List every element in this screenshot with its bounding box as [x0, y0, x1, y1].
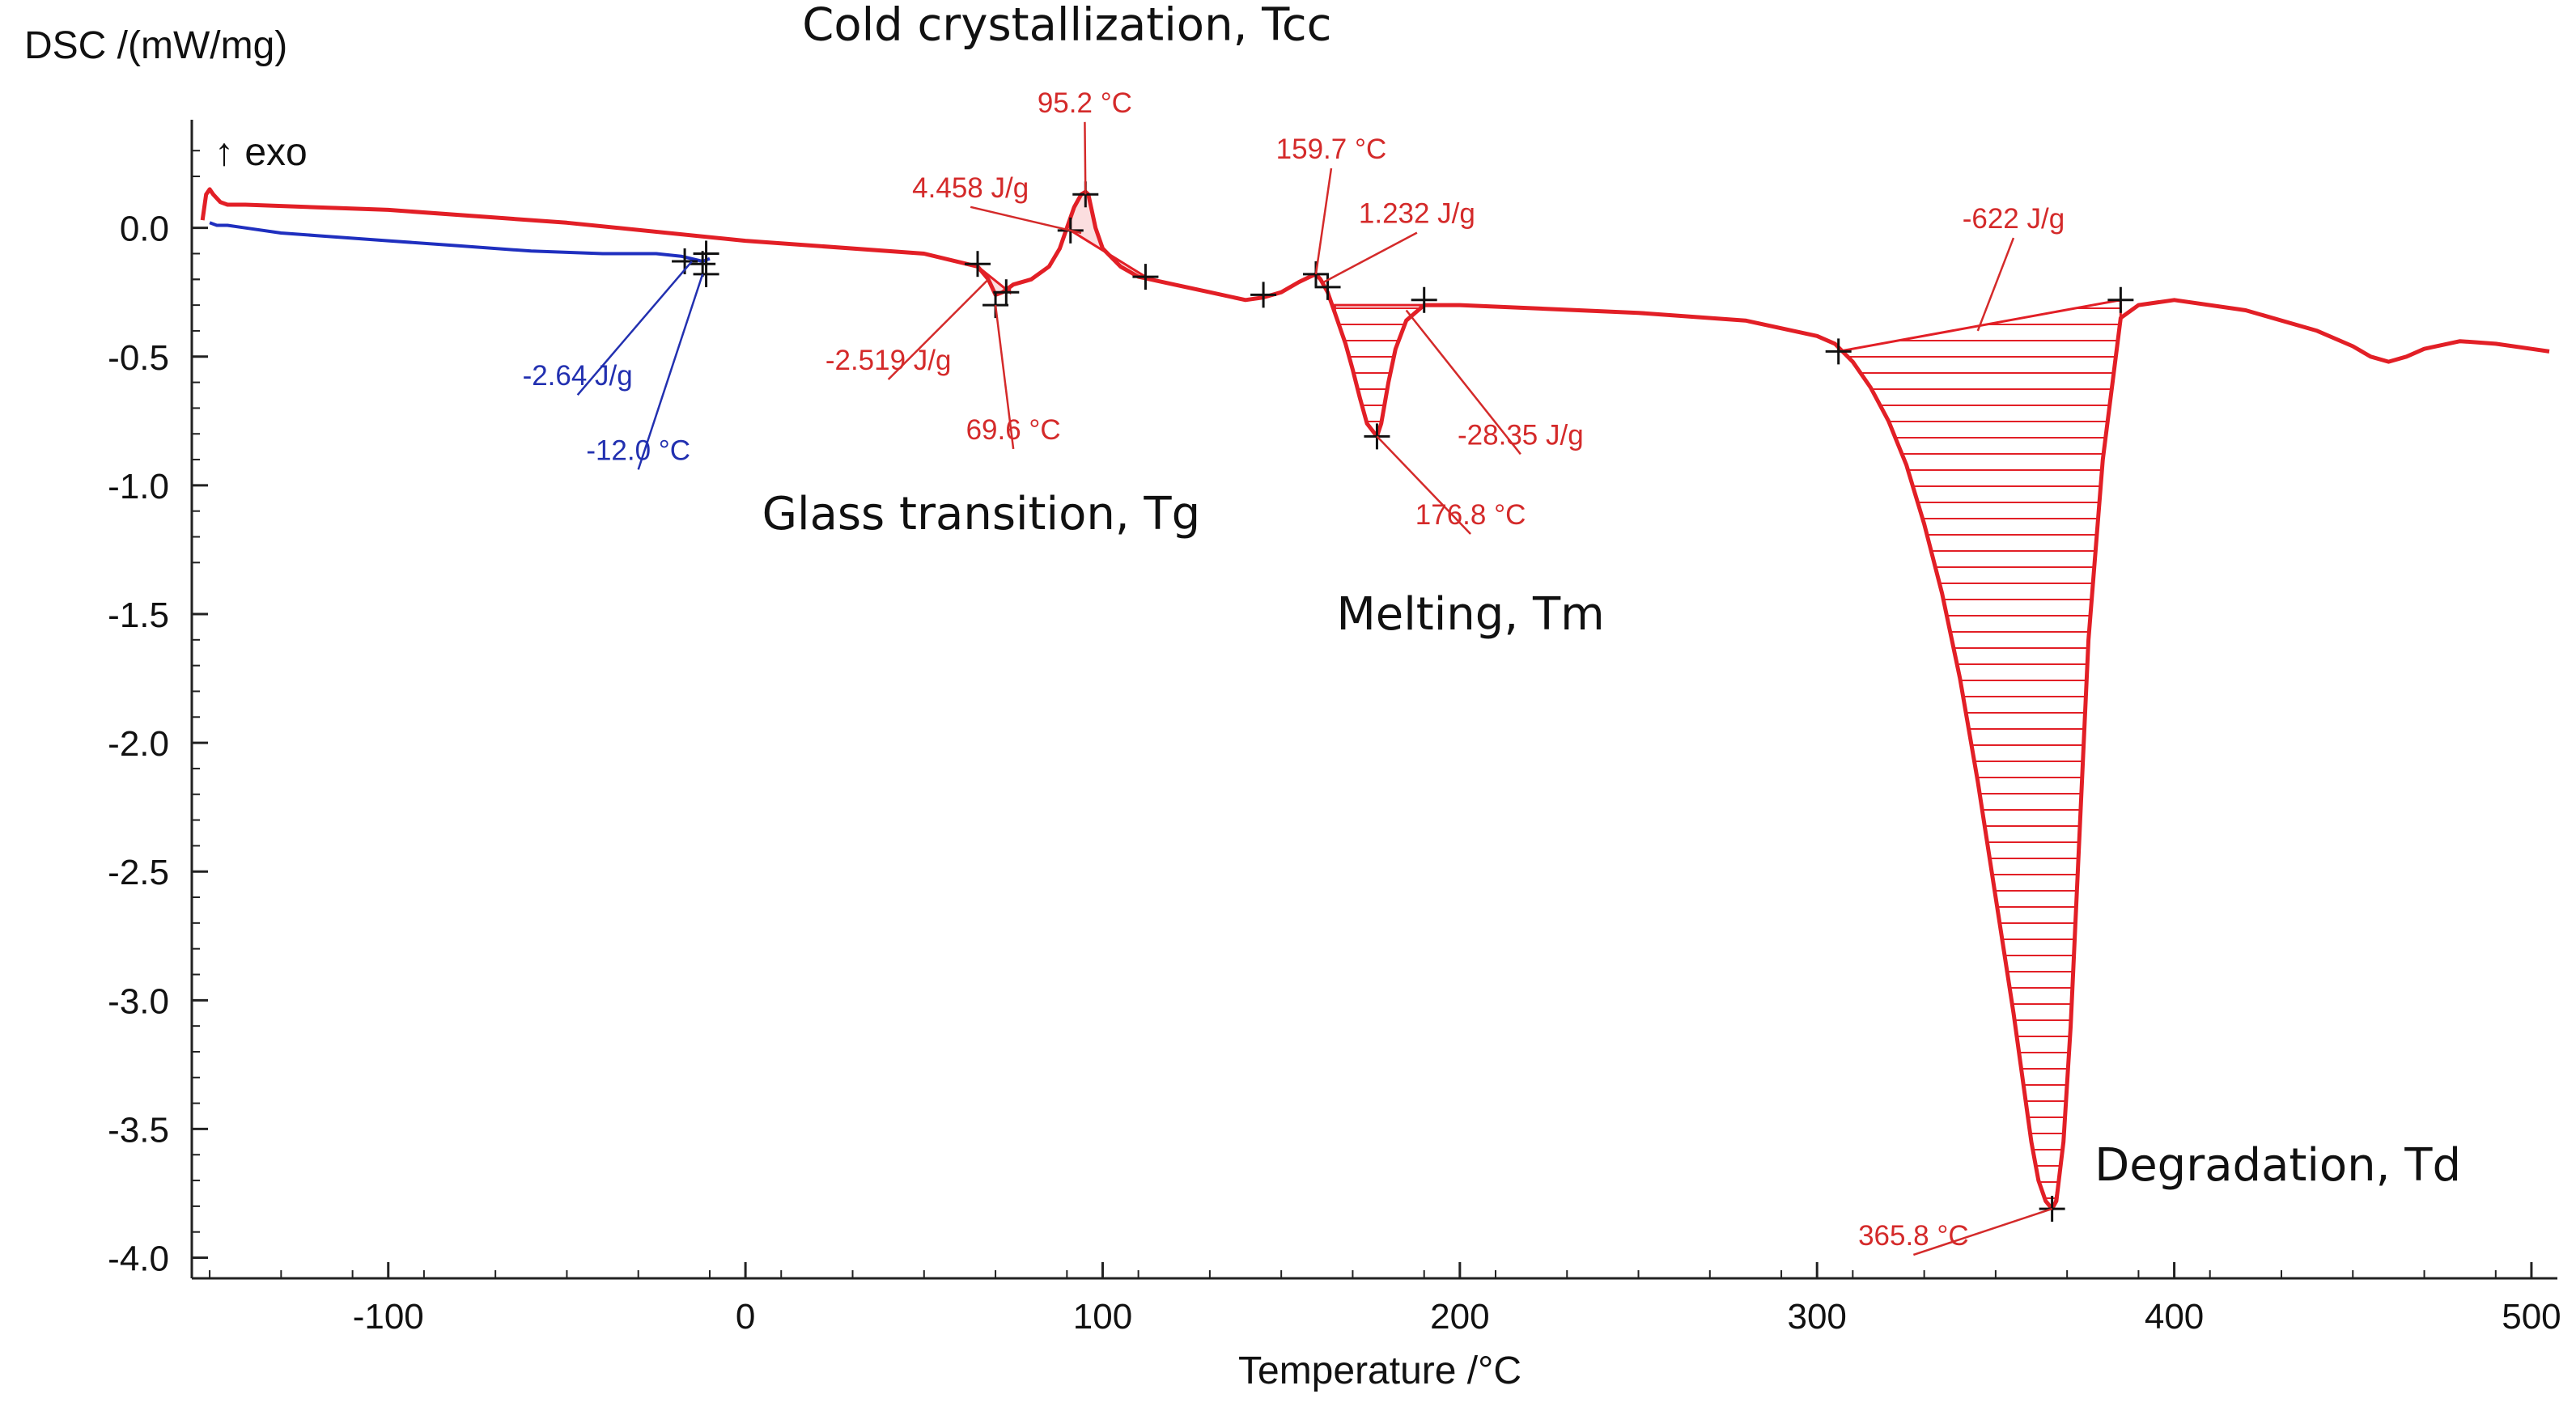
- annotation-leader: [576, 261, 693, 396]
- y-tick-label: -4.0: [108, 1239, 169, 1279]
- exo-label: ↑ exo: [214, 131, 308, 174]
- annotation-leader: [1976, 237, 2015, 332]
- annotation-leader: [1376, 435, 1471, 535]
- x-ticks: -100 0 100 200 300 400 500: [209, 1262, 2561, 1337]
- x-tick-label: 400: [2145, 1297, 2204, 1337]
- x-tick-label: 0: [736, 1297, 755, 1337]
- annotation-leader: [970, 206, 1082, 235]
- y-tick-label: -3.0: [108, 981, 169, 1021]
- heating-marker: [993, 279, 1020, 306]
- melting-area: [1333, 303, 1428, 439]
- annotation-label: 69.6 °C: [966, 414, 1061, 446]
- x-tick-label: -100: [353, 1297, 424, 1337]
- y-axis-title: DSC /(mW/mg): [24, 24, 287, 67]
- annotation-label: 4.458 J/g: [912, 172, 1029, 204]
- annotation-label: -12.0 °C: [586, 434, 690, 466]
- annotation-label: 176.8 °C: [1415, 499, 1526, 531]
- y-tick-label: -1.0: [108, 467, 169, 506]
- y-tick-label: 0.0: [120, 210, 169, 249]
- x-tick-label: 500: [2502, 1297, 2561, 1337]
- integration-areas: [976, 190, 2122, 1209]
- region-label: Melting, Tm: [1336, 588, 1604, 641]
- annotation-label: -2.64 J/g: [523, 360, 633, 392]
- x-tick-label: 300: [1787, 1297, 1846, 1337]
- annotation-leader: [887, 278, 990, 380]
- cooling-curve: [209, 221, 711, 263]
- y-tick-label: -3.5: [108, 1110, 169, 1150]
- heating-marker: [2107, 286, 2134, 313]
- region-label: Degradation, Td: [2094, 1139, 2461, 1192]
- annotation-leader: [1323, 231, 1418, 283]
- annotation-label: -2.519 J/g: [825, 345, 952, 376]
- heating-marker: [965, 251, 991, 278]
- cooling-marker: [690, 251, 716, 278]
- annotation-label: 1.232 J/g: [1359, 198, 1475, 230]
- annotation-leader: [994, 304, 1015, 450]
- annotation-leader: [1912, 1207, 2053, 1256]
- annotation-leader: [1314, 167, 1333, 275]
- y-tick-label: -2.5: [108, 853, 169, 892]
- x-axis-title: Temperature /°C: [1238, 1350, 1521, 1392]
- annotation-label: -622 J/g: [1963, 203, 2065, 235]
- y-tick-label: -1.5: [108, 595, 169, 635]
- annotations: 95.2 °C 4.458 J/g -2.519 J/g 69.6 °C 159.7 °…: [523, 87, 2065, 1256]
- heating-marker: [1132, 264, 1159, 290]
- cold-crystallization-area: [1069, 190, 1147, 280]
- annotation-leader: [1084, 121, 1087, 195]
- y-ticks: 0.0 -0.5 -1.0 -1.5 -2.0 -2.5 -3.0 -3.5 -4.0: [108, 150, 208, 1279]
- cooling-marker: [693, 261, 719, 287]
- annotation-leader: [637, 273, 704, 470]
- heating-marker: [1314, 273, 1341, 300]
- annotation-label: 159.7 °C: [1276, 133, 1387, 165]
- annotation-label: 95.2 °C: [1038, 87, 1132, 119]
- x-tick-label: 100: [1073, 1297, 1132, 1337]
- region-label: Glass transition, Tg: [762, 488, 1201, 540]
- heating-marker: [1411, 286, 1437, 313]
- y-tick-label: -2.0: [108, 724, 169, 764]
- annotation-label: -28.35 J/g: [1458, 419, 1584, 451]
- degradation-area: [1837, 298, 2122, 1209]
- heating-marker: [1825, 338, 1852, 365]
- annotation-label: 365.8 °C: [1858, 1220, 1969, 1252]
- annotation-leader: [1405, 309, 1521, 456]
- heating-marker: [1250, 282, 1277, 308]
- y-tick-label: -0.5: [108, 338, 169, 378]
- region-labels: Cold crystallization, Tcc Glass transitio…: [762, 0, 2461, 1192]
- x-tick-label: 200: [1430, 1297, 1489, 1337]
- region-label: Cold crystallization, Tcc: [802, 0, 1331, 51]
